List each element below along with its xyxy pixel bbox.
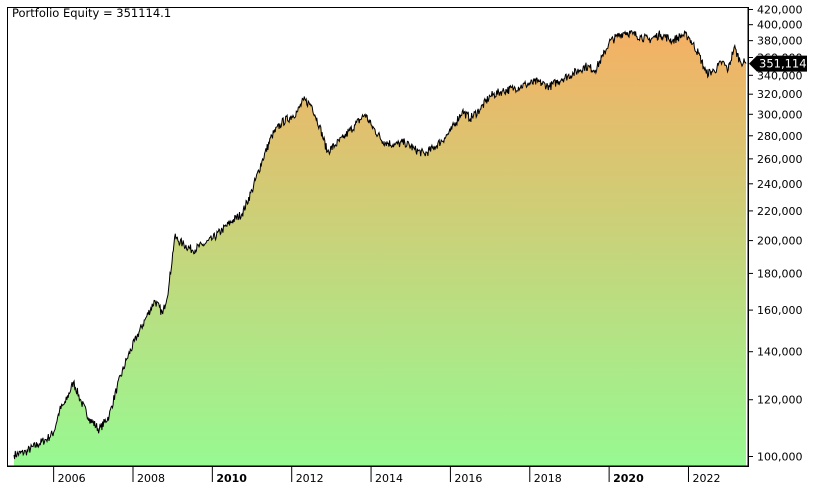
y-tick-label: 320,000	[757, 88, 803, 101]
x-tick-label: 2020	[613, 472, 644, 485]
y-tick-label: 300,000	[757, 108, 803, 121]
y-tick-label: 340,000	[757, 69, 803, 82]
x-tick-label: 2022	[692, 472, 720, 485]
y-tick-label: 400,000	[757, 19, 803, 32]
last-value-label: 351,114	[759, 57, 807, 71]
x-tick-label: 2018	[534, 472, 562, 485]
y-tick-label: 280,000	[757, 130, 803, 143]
equity-area	[14, 30, 746, 466]
y-tick-label: 180,000	[757, 267, 803, 280]
x-tick-label: 2016	[454, 472, 482, 485]
x-tick-label: 2008	[137, 472, 165, 485]
last-value-tag: 351,114	[749, 55, 807, 72]
y-tick-label: 160,000	[757, 304, 803, 317]
y-tick-label: 380,000	[757, 35, 803, 48]
x-tick-label: 2010	[216, 472, 247, 485]
y-tick-label: 100,000	[757, 451, 803, 464]
x-tick-label: 2006	[58, 472, 86, 485]
y-tick-label: 240,000	[757, 178, 803, 191]
x-tick-label: 2012	[296, 472, 324, 485]
y-tick-label: 120,000	[757, 394, 803, 407]
x-tick-label: 2014	[375, 472, 403, 485]
y-tick-label: 220,000	[757, 205, 803, 218]
y-tick-label: 140,000	[757, 346, 803, 359]
last-value-tag-bg	[749, 55, 807, 72]
chart-title: Portfolio Equity = 351114.1	[12, 6, 171, 20]
y-tick-label: 260,000	[757, 153, 803, 166]
equity-line	[13, 29, 747, 460]
y-tick-label: 420,000	[757, 3, 803, 16]
y-tick-label: 200,000	[757, 235, 803, 248]
